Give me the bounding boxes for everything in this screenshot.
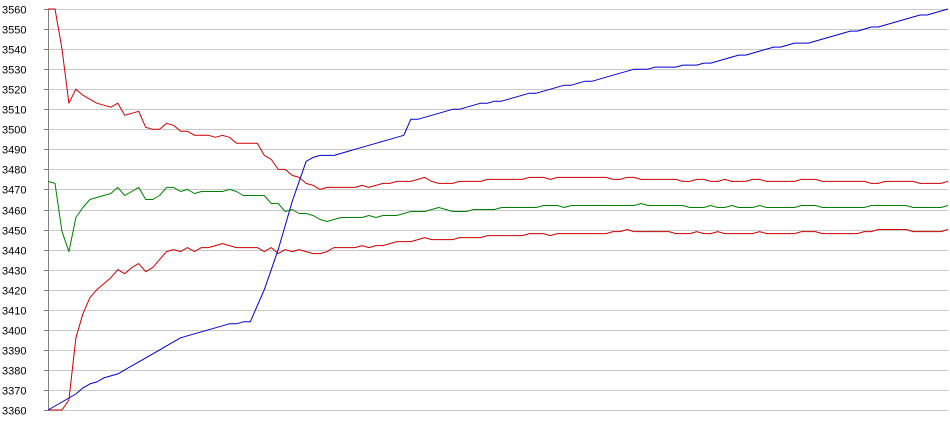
- y-tick-label-3550: 3550: [2, 25, 26, 37]
- y-tick-label-3560: 3560: [2, 5, 26, 17]
- y-tick-label-3510: 3510: [2, 105, 26, 117]
- series-line-2: [47, 180, 949, 253]
- y-tick-label-3500: 3500: [2, 125, 26, 137]
- y-tick-label-3450: 3450: [2, 226, 26, 238]
- y-tick-label-3480: 3480: [2, 165, 26, 177]
- y-tick-label-3470: 3470: [2, 185, 26, 197]
- y-tick-label-3540: 3540: [2, 45, 26, 57]
- y-tick-label-3460: 3460: [2, 206, 26, 218]
- series-line-3: [48, 229, 949, 411]
- y-tick-label-3380: 3380: [2, 366, 26, 378]
- series-line-1: [48, 8, 949, 190]
- y-tick-label-3520: 3520: [2, 85, 26, 97]
- series-line-4: [47, 8, 949, 411]
- y-tick-label-3440: 3440: [2, 246, 26, 258]
- y-tick-label-3400: 3400: [2, 326, 26, 338]
- y-tick-label-3490: 3490: [2, 145, 26, 157]
- y-tick-label-3430: 3430: [2, 266, 26, 278]
- series-lines: [47, 8, 949, 411]
- y-tick-label-3370: 3370: [2, 386, 26, 398]
- y-tick-label-3390: 3390: [2, 346, 26, 358]
- y-axis-ticks: 3360 3370 3380 3390 3400 3410 3420 3430 3440 3450…: [2, 5, 48, 418]
- y-tick-label-3420: 3420: [2, 286, 26, 298]
- gridlines: [48, 9, 948, 411]
- y-tick-label-3410: 3410: [2, 306, 26, 318]
- y-tick-label-3360: 3360: [2, 406, 26, 418]
- y-tick-label-3530: 3530: [2, 65, 26, 77]
